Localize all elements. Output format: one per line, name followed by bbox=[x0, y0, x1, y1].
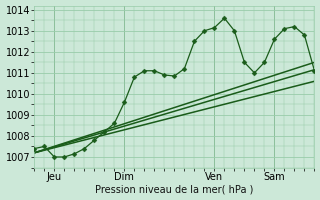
X-axis label: Pression niveau de la mer( hPa ): Pression niveau de la mer( hPa ) bbox=[95, 184, 253, 194]
